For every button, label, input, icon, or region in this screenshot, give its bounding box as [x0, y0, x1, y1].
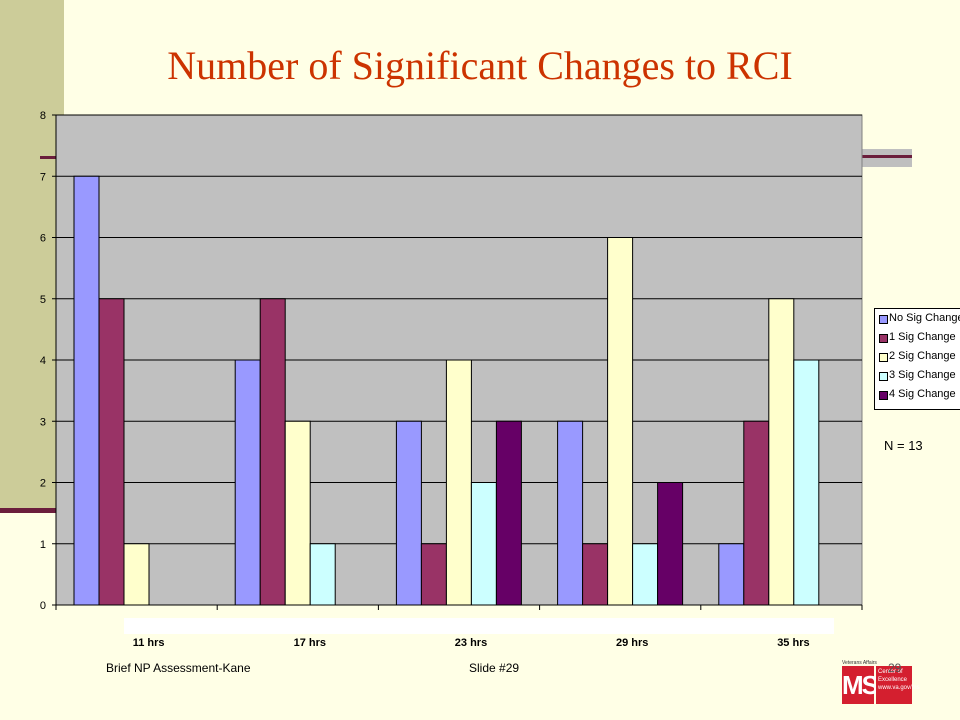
bar-3-sig-change	[309, 543, 336, 606]
legend-label: 3 Sig Change	[889, 369, 956, 381]
legend-item: 1 Sig Change	[875, 328, 960, 347]
title-rule-left	[40, 156, 60, 159]
logo-line: Excellence	[878, 677, 908, 683]
sample-size-note: N = 13	[884, 438, 923, 453]
title-rule-right-shade	[862, 149, 912, 167]
legend-swatch	[879, 334, 888, 343]
footer-slide-label: Slide #29	[469, 661, 520, 675]
logo-line: Center of	[878, 669, 903, 675]
legend-label: 2 Sig Change	[889, 350, 956, 362]
legend-label: No Sig Change	[889, 312, 960, 324]
legend-label: 4 Sig Change	[889, 388, 956, 400]
bar-4-sig-change	[657, 482, 684, 606]
footer-presentation-title: Brief NP Assessment-Kane	[106, 661, 251, 675]
bar-3-sig-change	[470, 482, 497, 606]
axes	[52, 114, 863, 610]
bar-no-sig-change	[718, 543, 745, 606]
x-tick-label: 23 hrs	[455, 637, 487, 649]
logo-text-box: Center of Excellence www.va.gov/ms	[876, 666, 920, 704]
x-tick-label: 29 hrs	[616, 637, 648, 649]
bar-no-sig-change	[234, 359, 261, 606]
bar-1-sig-change	[582, 543, 609, 606]
bar-1-sig-change	[98, 298, 125, 606]
legend-swatch	[879, 315, 888, 324]
x-tick-label: 17 hrs	[294, 637, 326, 649]
y-tick-labels: 0 1 2 3 4 5 6 7 8	[40, 110, 46, 612]
legend-item: No Sig Change	[875, 309, 960, 328]
bar-1-sig-change	[743, 420, 770, 606]
x-tick-label: 11 hrs	[133, 637, 165, 649]
bar-2-sig-change	[123, 543, 150, 606]
slide-title: Number of Significant Changes to RCI	[167, 43, 793, 88]
legend-item: 2 Sig Change	[875, 347, 960, 366]
bar-3-sig-change	[793, 359, 820, 606]
y-tick-label: 8	[40, 110, 46, 122]
va-ms-logo: Veterans Affairs MS Center of Excellence…	[842, 660, 920, 704]
bar-no-sig-change	[73, 175, 100, 606]
bar-1-sig-change	[420, 543, 447, 606]
page-number: 29	[888, 661, 902, 675]
legend-swatch	[879, 391, 888, 400]
left-decor-rule	[0, 508, 64, 513]
left-decor-band	[0, 0, 64, 510]
y-tick-label: 5	[40, 294, 46, 306]
bar-2-sig-change	[607, 237, 634, 606]
category-label-band	[124, 618, 834, 634]
bar-1-sig-change	[259, 298, 286, 606]
y-tick-label: 7	[40, 171, 46, 183]
legend-swatch	[879, 372, 888, 381]
bar-2-sig-change	[768, 298, 795, 606]
legend-label: 1 Sig Change	[889, 331, 956, 343]
chart-legend: No Sig Change 1 Sig Change 2 Sig Change …	[874, 308, 960, 410]
logo-top-text: Veterans Affairs	[842, 660, 877, 666]
logo-line: www.va.gov/ms	[878, 685, 920, 691]
legend-item: 4 Sig Change	[875, 385, 960, 404]
bar-4-sig-change	[495, 420, 522, 606]
y-tick-label: 3	[40, 416, 46, 428]
y-tick-label: 6	[40, 233, 46, 245]
bar-3-sig-change	[632, 543, 659, 606]
legend-item: 3 Sig Change	[875, 366, 960, 385]
y-tick-label: 4	[40, 355, 46, 367]
title-rule-right	[862, 155, 912, 158]
y-tick-label: 2	[40, 478, 46, 490]
bar-2-sig-change	[445, 359, 472, 606]
legend-swatch	[879, 353, 888, 362]
x-tick-labels: 11 hrs 17 hrs 23 hrs 29 hrs 35 hrs	[133, 637, 810, 649]
bar-2-sig-change	[284, 420, 311, 606]
bar-no-sig-change	[557, 420, 584, 606]
y-tick-label: 1	[40, 539, 46, 551]
y-tick-label: 0	[40, 600, 46, 612]
bars	[73, 175, 820, 606]
logo-ms-mark: MS	[842, 666, 879, 704]
bar-no-sig-change	[395, 420, 422, 606]
x-tick-label: 35 hrs	[777, 637, 809, 649]
